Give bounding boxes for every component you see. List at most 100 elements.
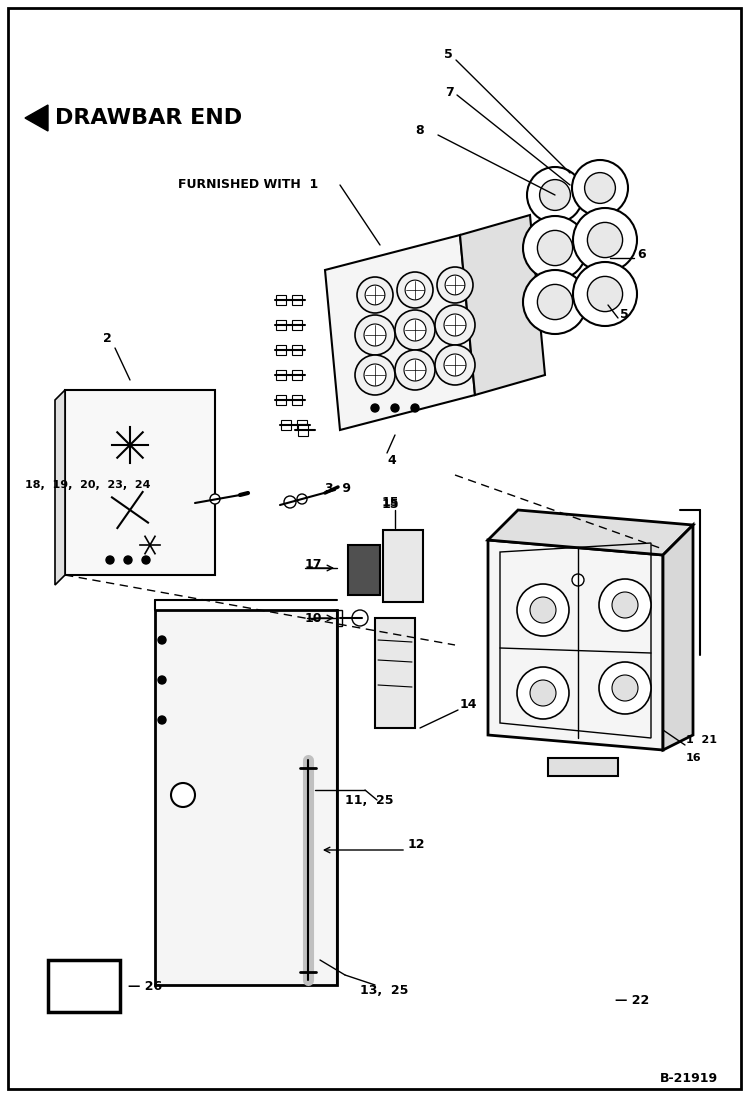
Text: 10: 10	[305, 611, 323, 624]
Text: 11,  25: 11, 25	[345, 793, 393, 806]
Circle shape	[395, 350, 435, 391]
Polygon shape	[325, 235, 475, 430]
Text: 2: 2	[103, 331, 112, 344]
Polygon shape	[55, 391, 65, 585]
Bar	[383, 530, 423, 602]
Bar	[281, 420, 291, 430]
Circle shape	[106, 556, 114, 564]
Circle shape	[517, 667, 569, 719]
Circle shape	[599, 661, 651, 714]
Circle shape	[371, 404, 379, 412]
Circle shape	[305, 907, 311, 913]
Polygon shape	[460, 215, 545, 395]
Polygon shape	[488, 540, 663, 750]
Text: 1  21: 1 21	[686, 735, 717, 745]
Circle shape	[537, 230, 572, 265]
Circle shape	[612, 675, 638, 701]
Text: 8: 8	[416, 124, 425, 136]
Text: 7: 7	[445, 86, 453, 99]
Bar	[292, 370, 302, 380]
Circle shape	[364, 364, 386, 386]
Text: 5: 5	[620, 308, 628, 321]
Bar	[276, 320, 286, 330]
Circle shape	[124, 556, 132, 564]
Circle shape	[395, 310, 435, 350]
Bar	[292, 320, 302, 330]
Polygon shape	[488, 510, 693, 555]
Text: — 22: — 22	[615, 994, 649, 1007]
Circle shape	[572, 574, 584, 586]
Text: — 26: — 26	[128, 980, 162, 993]
Text: 6: 6	[637, 249, 646, 261]
Circle shape	[444, 314, 466, 336]
Bar	[375, 618, 415, 728]
Circle shape	[297, 494, 307, 504]
Bar	[276, 395, 286, 405]
Text: 12: 12	[408, 838, 425, 851]
Circle shape	[612, 592, 638, 618]
Text: 4: 4	[387, 453, 395, 466]
Circle shape	[305, 787, 311, 793]
Circle shape	[587, 276, 622, 312]
Circle shape	[158, 676, 166, 685]
Circle shape	[435, 305, 475, 344]
Circle shape	[437, 267, 473, 303]
Text: 18,  19,  20,  23,  24: 18, 19, 20, 23, 24	[25, 480, 151, 490]
Bar	[332, 610, 342, 626]
Circle shape	[355, 355, 395, 395]
Bar	[292, 344, 302, 355]
Circle shape	[404, 319, 426, 341]
Circle shape	[530, 680, 556, 706]
Circle shape	[572, 160, 628, 216]
Circle shape	[355, 315, 395, 355]
Text: B-21919: B-21919	[660, 1072, 718, 1085]
Text: 17: 17	[305, 558, 323, 572]
Circle shape	[527, 167, 583, 223]
Circle shape	[573, 208, 637, 272]
Circle shape	[523, 216, 587, 280]
Circle shape	[357, 278, 393, 313]
Text: 16: 16	[686, 753, 702, 764]
Circle shape	[444, 354, 466, 376]
Text: 15: 15	[382, 498, 399, 511]
Circle shape	[391, 404, 399, 412]
Bar	[276, 344, 286, 355]
Circle shape	[587, 223, 622, 258]
Bar	[276, 295, 286, 305]
Circle shape	[523, 270, 587, 333]
Text: 3  9: 3 9	[325, 482, 351, 495]
Circle shape	[305, 827, 311, 833]
Polygon shape	[663, 525, 693, 750]
Circle shape	[537, 284, 572, 319]
Circle shape	[539, 180, 571, 211]
Bar	[298, 425, 308, 436]
Bar	[276, 370, 286, 380]
Circle shape	[352, 610, 368, 626]
Circle shape	[158, 636, 166, 644]
Bar	[155, 610, 337, 985]
Circle shape	[573, 262, 637, 326]
Circle shape	[530, 597, 556, 623]
Polygon shape	[25, 105, 48, 131]
Circle shape	[305, 867, 311, 873]
Circle shape	[364, 324, 386, 346]
Circle shape	[158, 716, 166, 724]
Bar	[292, 295, 302, 305]
Bar	[48, 960, 120, 1013]
Circle shape	[411, 404, 419, 412]
Circle shape	[305, 947, 311, 953]
Circle shape	[397, 272, 433, 308]
Circle shape	[171, 783, 195, 807]
Text: 15: 15	[382, 496, 399, 509]
Text: DRAWBAR END: DRAWBAR END	[55, 108, 242, 128]
Circle shape	[365, 285, 385, 305]
Bar	[292, 395, 302, 405]
Circle shape	[445, 275, 465, 295]
Circle shape	[517, 584, 569, 636]
Circle shape	[210, 494, 220, 504]
Circle shape	[585, 172, 616, 203]
Text: FURNISHED WITH  1: FURNISHED WITH 1	[178, 179, 318, 192]
Bar	[548, 758, 618, 776]
Circle shape	[599, 579, 651, 631]
Circle shape	[405, 280, 425, 299]
